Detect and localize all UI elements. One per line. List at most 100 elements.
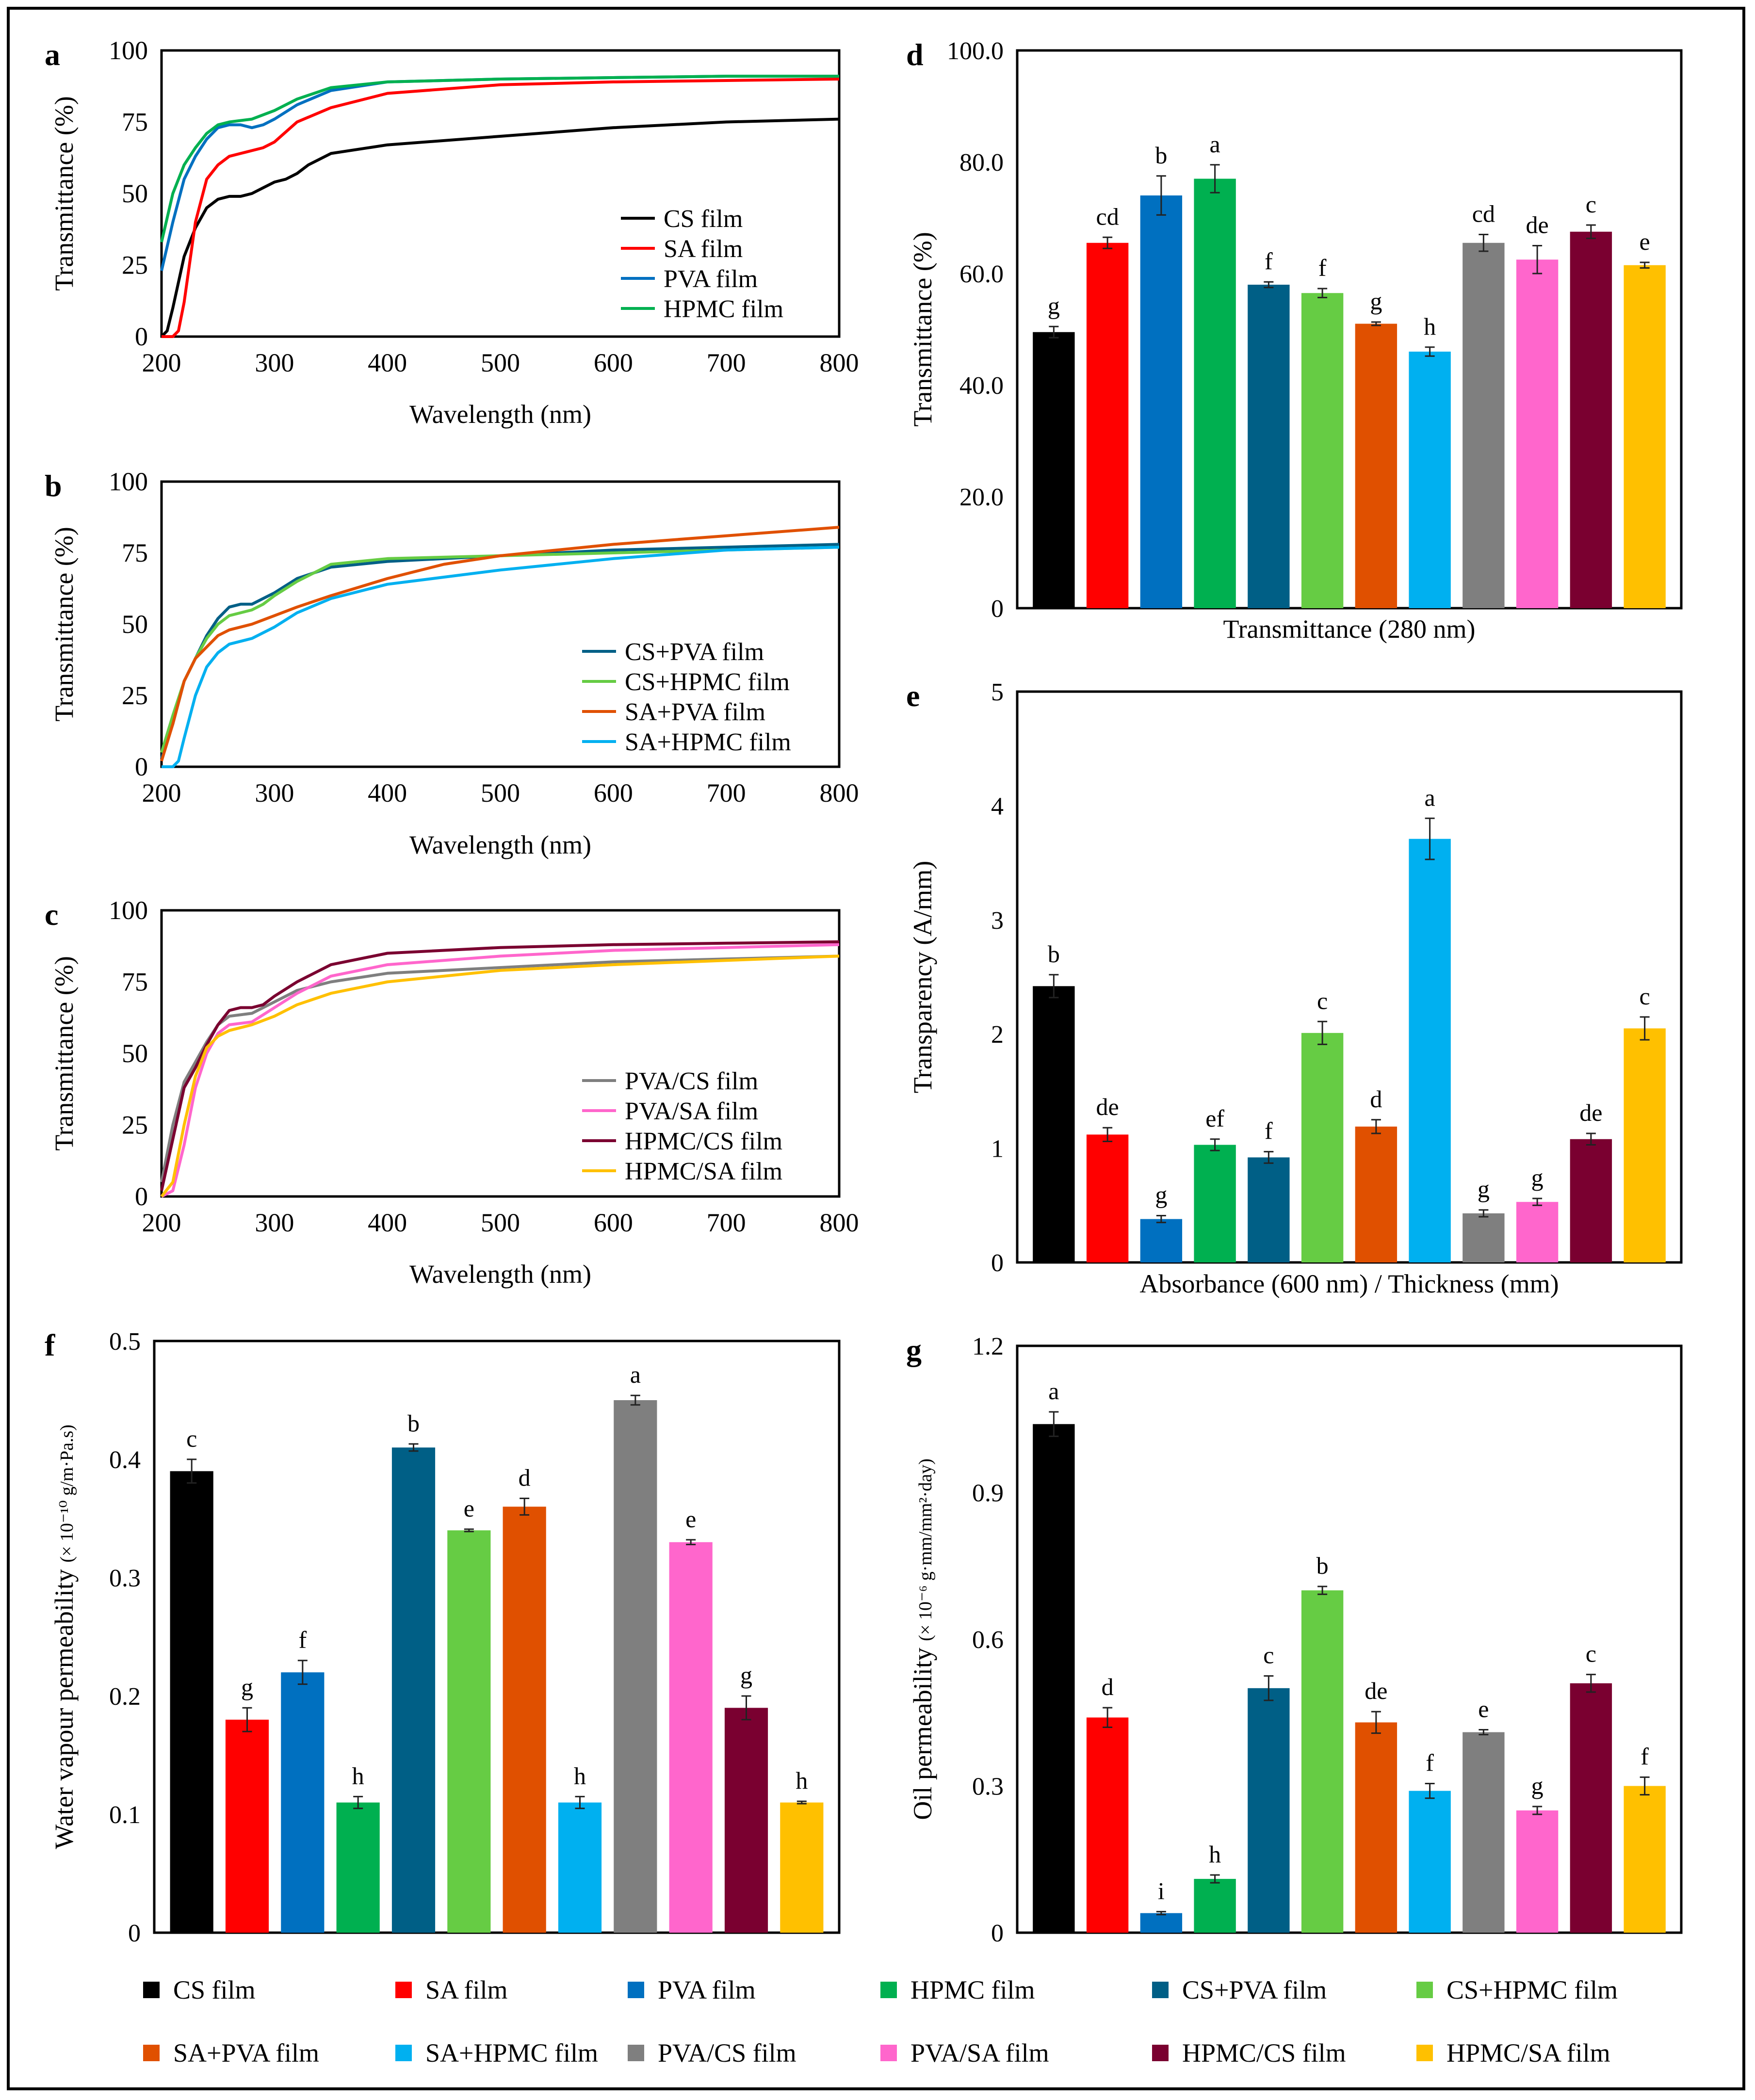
legend-swatch (628, 1982, 644, 1998)
bar-f-0 (170, 1471, 213, 1933)
ytick-label-a: 50 (122, 179, 148, 208)
ytick-label-g: 0.3 (972, 1773, 1004, 1801)
xlabel-b: Wavelength (nm) (409, 830, 591, 859)
significance-letter-d-11: e (1640, 228, 1650, 255)
legend-item: CS+PVA film (1152, 1973, 1327, 2007)
xtick-label-a: 200 (142, 348, 181, 377)
ytick-label-d: 40.0 (959, 372, 1004, 400)
bar-e-7 (1409, 839, 1451, 1262)
ytick-label-f: 0.5 (109, 1328, 141, 1356)
bar-g-0 (1033, 1424, 1075, 1933)
legend-label: CS+PVA film (1182, 1975, 1327, 2004)
ylabel-unit-f: (× 10⁻¹⁰ g/m·Pa.s) (57, 1424, 77, 1562)
ytick-label-d: 60.0 (959, 260, 1004, 288)
bar-f-11 (780, 1802, 824, 1933)
legend-label: HPMC/SA film (1446, 2038, 1610, 2068)
bar-d-10 (1570, 231, 1612, 608)
bar-d-0 (1033, 332, 1075, 608)
series-line-c-1 (161, 943, 840, 1198)
legend-label-b-2: SA+PVA film (625, 698, 765, 726)
legend-label: CS film (173, 1975, 256, 2004)
bar-d-2 (1140, 195, 1183, 608)
xtick-label-c: 500 (481, 1208, 520, 1237)
xtick-label-a: 800 (820, 348, 859, 377)
significance-letter-d-8: cd (1472, 200, 1495, 227)
significance-letter-e-1: de (1096, 1093, 1119, 1120)
plot-frame-f (153, 1340, 841, 1934)
legend-item: SA+PVA film (143, 2036, 319, 2070)
bar-d-7 (1409, 352, 1451, 608)
xlabel-c: Wavelength (nm) (409, 1260, 591, 1289)
ytick-label-b: 50 (122, 610, 148, 639)
significance-letter-d-10: c (1586, 191, 1596, 218)
series-line-a-0 (160, 117, 840, 338)
significance-letter-f-7: h (574, 1762, 586, 1789)
panel-label-c: c (45, 897, 58, 932)
xtick-label-c: 800 (820, 1208, 859, 1237)
bar-f-9 (669, 1542, 713, 1933)
xtick-label-c: 400 (368, 1208, 407, 1237)
ylabel-f: Water vapour permeability (× 10⁻¹⁰ g/m·P… (49, 1424, 79, 1849)
significance-letter-d-5: f (1318, 254, 1327, 281)
plot-frame-e (1016, 690, 1683, 1264)
significance-letter-e-11: c (1640, 983, 1650, 1010)
ytick-label-f: 0.3 (109, 1565, 141, 1592)
bar-f-10 (724, 1708, 768, 1933)
bar-d-5 (1301, 293, 1344, 608)
bar-e-11 (1624, 1028, 1666, 1262)
legend-swatch (395, 1982, 412, 1998)
ytick-label-b: 75 (122, 538, 148, 567)
bar-d-3 (1194, 178, 1236, 608)
ytick-label-g: 0 (991, 1920, 1004, 1947)
series-line-c-0 (160, 954, 840, 1183)
significance-letter-f-2: f (299, 1626, 307, 1653)
ytick-label-c: 25 (122, 1111, 148, 1140)
legend-label: PVA/SA film (910, 2038, 1049, 2068)
xlabel-a: Wavelength (nm) (409, 400, 591, 429)
significance-letter-g-6: de (1365, 1677, 1387, 1704)
significance-letter-d-3: a (1210, 130, 1220, 158)
bar-f-7 (558, 1802, 602, 1933)
bar-d-1 (1086, 242, 1129, 608)
legend-item: CS film (143, 1973, 256, 2007)
legend-label-c-3: HPMC/SA film (625, 1158, 782, 1185)
xtick-label-b: 600 (594, 778, 633, 808)
significance-letter-e-2: g (1155, 1181, 1167, 1208)
ytick-label-d: 20.0 (959, 484, 1004, 511)
panel-label-e: e (906, 678, 920, 713)
bar-g-2 (1140, 1913, 1183, 1933)
series-line-b-2 (160, 526, 840, 762)
bar-d-4 (1248, 285, 1290, 608)
legend-label-a-0: CS film (664, 205, 743, 233)
bar-g-1 (1086, 1717, 1129, 1933)
bar-f-4 (391, 1447, 436, 1933)
plot-frame-c (160, 909, 841, 1198)
series-line-c-3 (160, 954, 840, 1197)
ytick-label-e: 5 (991, 678, 1004, 706)
ylabel-text-f: Water vapour permeability (49, 1563, 79, 1849)
legend-swatch (1152, 2045, 1169, 2061)
legend-label: CS+HPMC film (1446, 1975, 1618, 2004)
ytick-label-c: 75 (122, 968, 148, 997)
bar-e-3 (1194, 1145, 1236, 1262)
ylabel-text-g: Oil permeability (908, 1641, 937, 1820)
figure-frame (7, 7, 1745, 2090)
legend-item: HPMC film (880, 1973, 1035, 2007)
legend-item: SA film (395, 1973, 508, 2007)
xlabel-e: Absorbance (600 nm) / Thickness (mm) (1139, 1269, 1559, 1298)
significance-letter-g-4: c (1263, 1642, 1274, 1669)
panel-label-d: d (906, 37, 924, 72)
plot-frame-b (160, 480, 841, 768)
legend-label-c-0: PVA/CS film (625, 1067, 758, 1095)
legend-swatch (395, 2045, 412, 2061)
bar-d-8 (1462, 242, 1505, 608)
significance-letter-g-10: c (1586, 1640, 1596, 1667)
significance-letter-d-9: de (1526, 211, 1549, 239)
ytick-label-g: 1.2 (972, 1333, 1004, 1360)
significance-letter-f-4: b (407, 1409, 420, 1437)
significance-letter-e-9: g (1531, 1164, 1544, 1191)
significance-letter-d-7: h (1424, 313, 1436, 340)
ytick-label-f: 0.1 (109, 1801, 141, 1829)
legend-item: CS+HPMC film (1416, 1973, 1618, 2007)
bar-e-10 (1570, 1139, 1612, 1262)
